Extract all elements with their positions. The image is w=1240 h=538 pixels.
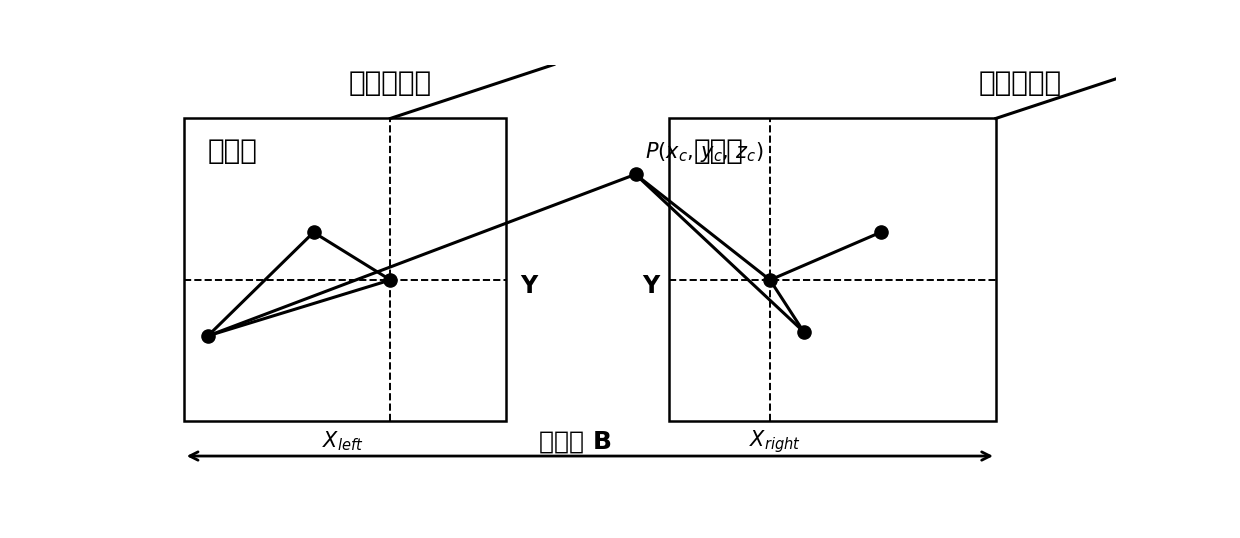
Point	[381, 275, 401, 284]
Text: $P(x_c,\,y_c,\,z_c)$: $P(x_c,\,y_c,\,z_c)$	[645, 140, 764, 164]
Text: 左图像: 左图像	[208, 137, 258, 165]
Text: $X_{right}$: $X_{right}$	[749, 428, 801, 455]
Bar	[670, 118, 996, 421]
Text: 左像机光轴: 左像机光轴	[348, 69, 432, 97]
Point	[794, 328, 813, 336]
Text: $X_{left}$: $X_{left}$	[321, 430, 363, 454]
Point	[625, 170, 645, 179]
Text: 基线距: 基线距	[539, 429, 593, 454]
Text: Y: Y	[642, 274, 660, 298]
Point	[304, 228, 324, 237]
Point	[870, 228, 890, 237]
Text: 右像机光轴: 右像机光轴	[978, 69, 1061, 97]
Text: B: B	[593, 429, 611, 454]
Point	[198, 331, 218, 340]
Point	[760, 275, 780, 284]
Bar	[184, 118, 506, 421]
Text: Y: Y	[521, 274, 537, 298]
Text: 右图像: 右图像	[693, 137, 743, 165]
